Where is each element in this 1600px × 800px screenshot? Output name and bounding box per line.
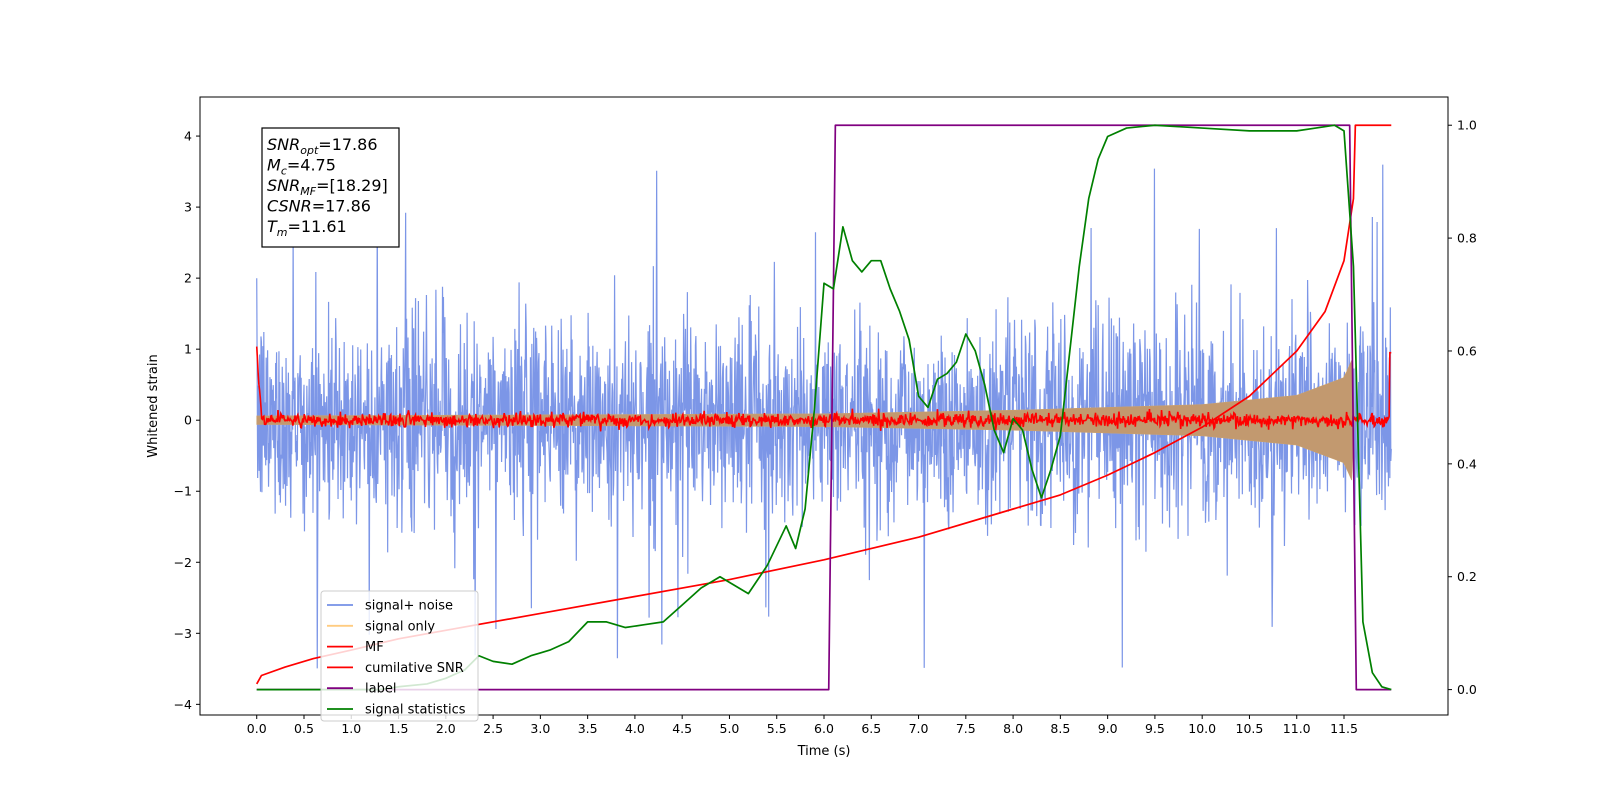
annotation-snr_opt: SNRopt=17.86 [267, 135, 378, 157]
legend-label: signal only [365, 619, 435, 634]
plot-clip-group [255, 124, 1392, 691]
x-tick-label: 7.5 [956, 721, 976, 736]
y-tick-label: 1 [184, 342, 192, 357]
series-mf [255, 346, 1392, 432]
y-tick-label: 3 [184, 200, 192, 215]
y2-tick-label: 0.0 [1457, 682, 1477, 697]
legend: signal+ noise signal only MF cumilative SNR… [320, 590, 479, 722]
annotation-snr_mf: SNRMF=[18.29] [267, 176, 388, 198]
y2-tick-label: 0.4 [1457, 456, 1477, 471]
y-axis-label: Whitened strain [146, 354, 161, 457]
x-tick-label: 6.5 [861, 721, 881, 736]
plot-area [255, 124, 1392, 691]
x-tick-label: 9.5 [1145, 721, 1165, 736]
x-tick-label: 8.5 [1050, 721, 1070, 736]
y-tick-label: −3 [174, 626, 192, 641]
x-tick-label: 1.0 [341, 721, 361, 736]
series-signal-statistics [256, 124, 1392, 691]
x-tick-label: 5.5 [767, 721, 787, 736]
y-tick-label: −4 [174, 697, 192, 712]
x-tick-label: 2.5 [483, 721, 503, 736]
y-tick-label: −1 [174, 484, 192, 499]
x-tick-label: 5.0 [720, 721, 740, 736]
annotation-tm: Tm=11.61 [267, 217, 347, 239]
x-tick-label: 3.5 [578, 721, 598, 736]
annotation-frame [261, 127, 400, 248]
y2-tick-label: 0.8 [1457, 231, 1477, 246]
x-tick-label: 6.0 [814, 721, 834, 736]
x-tick-label: 11.0 [1283, 721, 1311, 736]
legend-frame [320, 590, 479, 722]
x-tick-label: 4.5 [672, 721, 692, 736]
x-axis-label: Time (s) [797, 744, 851, 759]
legend-label: signal statistics [365, 703, 466, 718]
x-tick-label: 1.5 [389, 721, 409, 736]
y-tick-label: 2 [184, 271, 192, 286]
y-tick-label: 0 [184, 413, 192, 428]
x-tick-label: 8.0 [1003, 721, 1023, 736]
y2-tick-label: 1.0 [1457, 118, 1477, 133]
x-tick-label: 4.0 [625, 721, 645, 736]
x-tick-label: 3.0 [530, 721, 550, 736]
annotation-csnr: CSNR=17.86 [267, 197, 371, 216]
x-tick-label: 7.0 [909, 721, 929, 736]
x-tick-label: 10.0 [1188, 721, 1216, 736]
x-tick-label: 11.5 [1330, 721, 1358, 736]
y-tick-label: −2 [174, 555, 192, 570]
annotation-mc: Mc=4.75 [267, 156, 336, 178]
x-tick-label: 9.0 [1098, 721, 1118, 736]
legend-label: MF [365, 640, 384, 655]
y2-tick-label: 0.2 [1457, 569, 1477, 584]
annotation-box: SNRopt=17.86Mc=4.75SNRMF=[18.29]CSNR=17.… [261, 127, 400, 248]
x-tick-label: 10.5 [1236, 721, 1264, 736]
legend-label: cumilative SNR [365, 661, 464, 676]
x-tick-label: 0.5 [294, 721, 314, 736]
x-tick-label: 0.0 [247, 721, 267, 736]
legend-label: signal+ noise [365, 599, 453, 614]
series-label [256, 124, 1392, 691]
axes: 0.0 0.5 1.0 1.5 2.0 2.5 3.0 3.5 4.0 4.5 5.0 5.5 6.0 6… [174, 96, 1477, 736]
y-tick-label: 4 [184, 129, 192, 144]
legend-label: label [365, 682, 396, 697]
x-tick-label: 2.0 [436, 721, 456, 736]
y2-tick-label: 0.6 [1457, 343, 1477, 358]
